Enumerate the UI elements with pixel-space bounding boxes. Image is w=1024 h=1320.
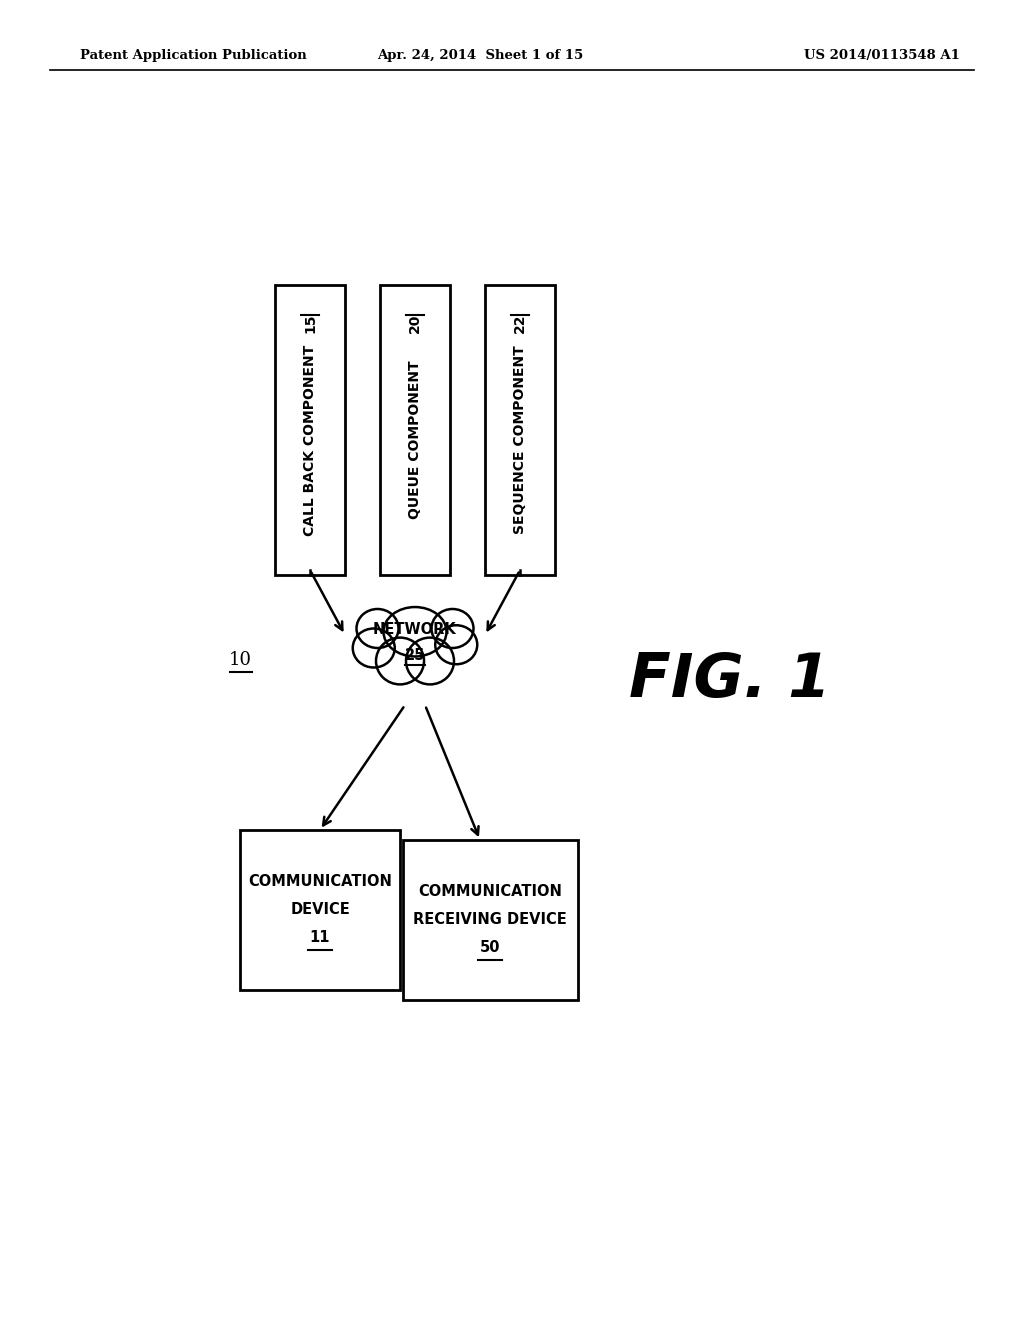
Text: 50: 50 (480, 940, 501, 956)
Bar (485, 285, 555, 576)
Text: 11: 11 (309, 931, 331, 945)
Bar (240, 830, 400, 990)
Text: FIG. 1: FIG. 1 (629, 651, 830, 710)
Text: NETWORK: NETWORK (373, 623, 457, 638)
Text: US 2014/0113548 A1: US 2014/0113548 A1 (804, 49, 961, 62)
Text: COMMUNICATION: COMMUNICATION (418, 884, 562, 899)
Text: QUEUE COMPONENT: QUEUE COMPONENT (408, 360, 422, 519)
Ellipse shape (384, 607, 446, 656)
Text: Apr. 24, 2014  Sheet 1 of 15: Apr. 24, 2014 Sheet 1 of 15 (377, 49, 583, 62)
Ellipse shape (352, 628, 394, 668)
Text: SEQUENCE COMPONENT: SEQUENCE COMPONENT (513, 346, 527, 535)
Text: 22: 22 (513, 313, 527, 333)
Text: RECEIVING DEVICE: RECEIVING DEVICE (413, 912, 567, 928)
Ellipse shape (406, 638, 454, 684)
Text: CALL BACK COMPONENT: CALL BACK COMPONENT (303, 345, 317, 536)
Bar (275, 285, 345, 576)
Ellipse shape (356, 609, 398, 648)
Bar (380, 285, 450, 576)
Text: COMMUNICATION: COMMUNICATION (248, 874, 392, 890)
Ellipse shape (431, 609, 473, 648)
Text: 20: 20 (408, 313, 422, 333)
Text: 25: 25 (404, 648, 425, 663)
Text: 10: 10 (228, 651, 252, 669)
Ellipse shape (435, 626, 477, 664)
Text: DEVICE: DEVICE (290, 903, 350, 917)
Ellipse shape (376, 638, 424, 684)
Text: 15: 15 (303, 313, 317, 333)
Text: Patent Application Publication: Patent Application Publication (80, 49, 307, 62)
Bar (402, 840, 578, 1001)
